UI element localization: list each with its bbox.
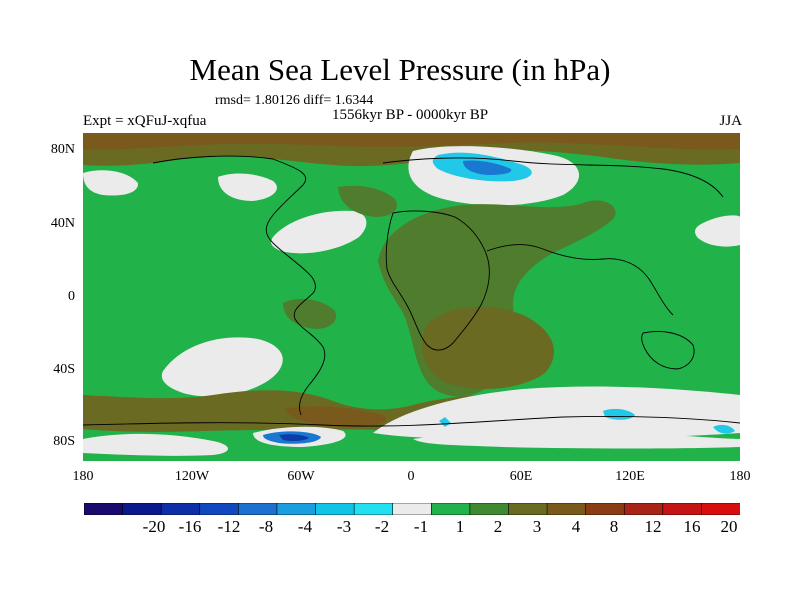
x-tick-label: 60W: [287, 469, 315, 484]
colorbar-cell: [160, 503, 201, 515]
south-atlantic-positive: [422, 306, 554, 389]
greenland-blue-patch: [463, 160, 512, 175]
x-tick-label: 60E: [509, 469, 533, 484]
antarctic-lower-negative: [83, 433, 228, 456]
y-tick-label: 80N: [50, 142, 75, 157]
colorbar-cell: [199, 503, 239, 515]
x-tick-label: 0: [407, 469, 415, 484]
colorbar-cell: [623, 503, 664, 515]
y-tick-label: 40S: [53, 362, 75, 377]
south-pacific-negative-patch: [161, 337, 283, 397]
colorbar-label: 16: [683, 517, 701, 536]
antarctic-cyan-patch-3: [713, 424, 735, 434]
x-tick-label: 180: [72, 469, 94, 484]
x-tick-label: 120W: [174, 469, 210, 484]
colorbar-cell: [84, 503, 124, 515]
rmsd-diff-stats: rmsd= 1.80126 diff= 1.6344: [215, 93, 374, 108]
y-tick-label: 40N: [50, 216, 75, 231]
colorbar-cell: [238, 503, 278, 515]
antarctic-cyan-patch-1: [603, 408, 635, 420]
colorbar-cell: [392, 503, 432, 515]
antarctic-negative-band: [373, 386, 740, 439]
experiment-label: Expt = xQFuJ-xqfua: [83, 113, 207, 129]
colorbar-cell: [276, 503, 317, 515]
colorbar-label: 1: [455, 517, 465, 536]
colorbar-cell: [430, 503, 471, 515]
colorbar-cells: [84, 503, 740, 515]
x-tick-label: 120E: [615, 469, 645, 484]
colorbar-label: 20: [720, 517, 738, 536]
west-pacific-negative-patch: [695, 215, 740, 247]
colorbar-cell: [469, 503, 510, 515]
colorbar-cell: [508, 503, 548, 515]
colorbar-label: 2: [493, 517, 503, 536]
far-west-negative-patch: [83, 170, 139, 196]
antarctic-light-south: [413, 431, 740, 449]
y-tick-label: 0: [68, 289, 75, 304]
north-pacific-negative-patch: [271, 210, 367, 254]
colorbar-cell: [585, 503, 625, 515]
colorbar-label: -4: [297, 517, 313, 536]
colorbar-cell: [353, 503, 394, 515]
coastlines: [83, 155, 740, 427]
x-tick-label: 180: [729, 469, 751, 484]
colorbar-label: 8: [609, 517, 619, 536]
y-tick-label: 80S: [53, 434, 75, 449]
colorbar-cell: [701, 503, 740, 515]
colorbar-label: -16: [178, 517, 202, 536]
colorbar-label: -20: [142, 517, 166, 536]
chart-title: Mean Sea Level Pressure (in hPa): [189, 52, 611, 87]
colorbar-cell: [662, 503, 703, 515]
na-arctic-negative-patch: [218, 173, 277, 201]
colorbar-label: 3: [532, 517, 542, 536]
arctic-brown-core: [83, 133, 740, 150]
antarctic-dark-blue-patch: [279, 434, 309, 442]
na-dark-patch: [338, 185, 397, 217]
colorbar-cell: [315, 503, 355, 515]
colorbar: [84, 503, 740, 515]
antarctic-cyan-patch-2: [439, 417, 451, 427]
colorbar-label: 12: [644, 517, 662, 536]
colorbar-label: -2: [374, 517, 390, 536]
time-period-label: 1556kyr BP - 0000kyr BP: [331, 107, 489, 123]
colorbar-label: -1: [413, 517, 429, 536]
pressure-anomaly-map: [83, 133, 740, 461]
colorbar-label: -8: [258, 517, 274, 536]
season-label: JJA: [719, 113, 742, 129]
colorbar-label: 4: [571, 517, 581, 536]
southern-ocean-brown-core: [283, 406, 387, 427]
colorbar-cell: [122, 503, 162, 515]
colorbar-cell: [546, 503, 587, 515]
colorbar-label: -12: [217, 517, 241, 536]
colorbar-label: -3: [336, 517, 352, 536]
